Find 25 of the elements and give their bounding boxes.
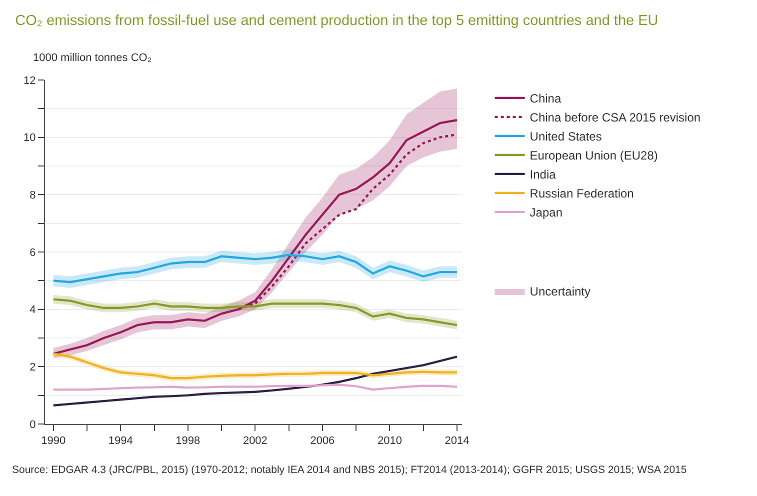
- x-tick-label: 2002: [242, 435, 268, 448]
- legend-label: China before CSA 2015 revision: [530, 110, 701, 125]
- y-tick-label: 6: [30, 246, 36, 259]
- y-axis-title: 1000 million tonnes CO₂: [33, 52, 152, 64]
- legend-label: India: [530, 168, 556, 182]
- legend-label: Russian Federation: [530, 186, 634, 201]
- y-tick-label: 12: [24, 74, 36, 87]
- line-series: [52, 356, 458, 406]
- y-tick-label: 4: [30, 304, 36, 316]
- y-tick-label: 0: [30, 418, 36, 431]
- legend-label: Japan: [530, 206, 563, 220]
- legend-label: United States: [530, 130, 602, 144]
- x-tick-label: 2014: [444, 435, 470, 448]
- x-tick-label: 1994: [108, 435, 133, 448]
- legend-label: European Union (EU28): [530, 148, 658, 163]
- x-tick-label: 2006: [310, 435, 335, 448]
- y-tick-label: 2: [30, 362, 36, 374]
- x-tick-label: 2010: [377, 435, 402, 448]
- chart-title: CO₂ emissions from fossil-fuel use and cement production in the top 5 emitting countries and the EU: [15, 13, 658, 30]
- x-tick-label: 1990: [41, 435, 66, 448]
- x-tick-label: 1998: [176, 435, 200, 448]
- legend-label: China: [530, 92, 562, 106]
- y-tick-label: 8: [30, 190, 36, 202]
- source-note: Source: EDGAR 4.3 (JRC/PBL, 2015) (1970-2012; notably IEA 2014 and NBS 2015); FT2014 (2013-2014); GGFR 2015; USGS 2015; WSA 2015: [12, 464, 687, 476]
- y-tick-label: 10: [24, 132, 36, 144]
